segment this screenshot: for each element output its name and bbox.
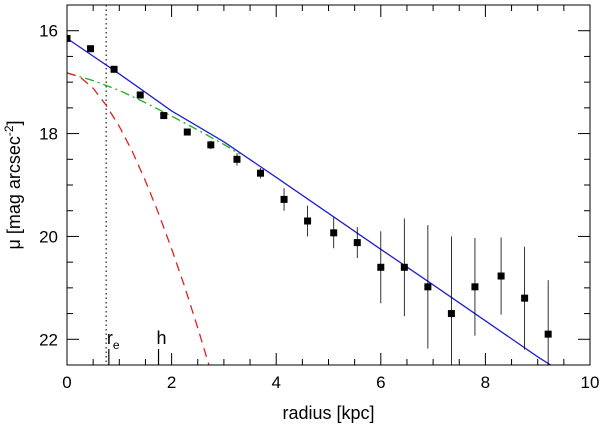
data-point [497, 272, 505, 280]
plot-layer: 0 2 4 6 8 10 16 18 20 22 re h [39, 4, 600, 392]
x-tick-label: 10 [581, 373, 600, 392]
model-curve-solid [67, 37, 552, 365]
plot-frame [66, 4, 591, 366]
y-tick-label: 22 [39, 330, 58, 349]
x-tick-label: 0 [62, 373, 71, 392]
data-point [160, 112, 168, 120]
y-axis-label: μ [mag arcsec-2] [2, 120, 24, 249]
data-point [471, 283, 479, 291]
data-point [280, 195, 288, 203]
data-point [400, 263, 408, 271]
data-point [377, 263, 385, 271]
y-tick-label: 20 [39, 227, 58, 246]
data-point [257, 169, 265, 177]
x-axis-label: radius [kpc] [282, 403, 374, 423]
data-point [447, 310, 455, 318]
data-point [233, 155, 241, 163]
data-point [330, 229, 338, 237]
data-point [521, 294, 529, 302]
data-point [353, 239, 361, 247]
marker-label-r: re [107, 328, 120, 352]
data-point [87, 45, 95, 53]
y-tick-label: 16 [39, 22, 58, 41]
data-point [136, 91, 144, 99]
x-tick-label: 6 [376, 373, 385, 392]
y-tick-label: 18 [39, 125, 58, 144]
model-curve-dashdot [67, 72, 240, 155]
x-tick-label: 2 [167, 373, 176, 392]
data-point [424, 283, 432, 291]
data-point [544, 330, 552, 338]
data-point [304, 217, 312, 225]
model-curve-dashed [67, 72, 210, 365]
plot-area [67, 5, 552, 365]
data-point [110, 65, 118, 73]
data-point [67, 34, 71, 42]
data-point [207, 141, 215, 149]
marker-label-h: h [157, 328, 167, 348]
x-tick-label: 8 [481, 373, 490, 392]
x-tick-label: 4 [271, 373, 280, 392]
data-point [183, 128, 191, 136]
